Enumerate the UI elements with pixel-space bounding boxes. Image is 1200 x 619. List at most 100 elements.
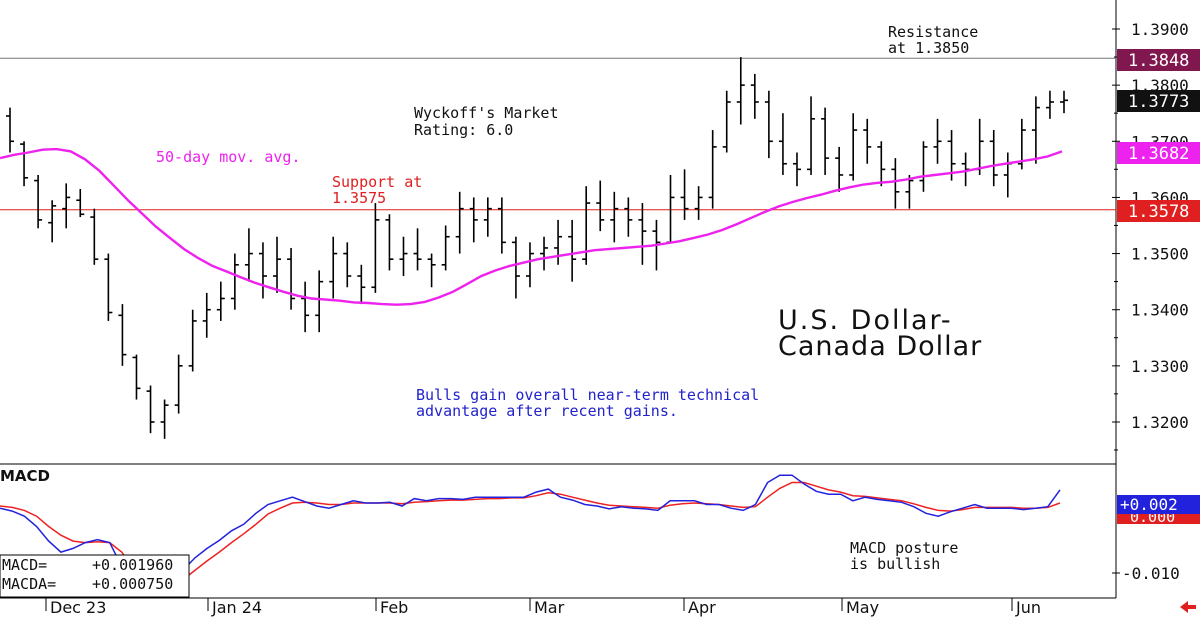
price-bar <box>244 228 253 282</box>
price-bar <box>849 113 858 181</box>
macd-panel-title: MACD <box>0 467 50 485</box>
price-bar <box>174 354 183 414</box>
price-bar <box>188 309 197 372</box>
price-bar <box>104 253 113 321</box>
level-lines <box>0 57 1116 211</box>
price-bars <box>6 57 1068 439</box>
price-bar <box>287 247 296 310</box>
price-bar <box>258 242 267 299</box>
time-axis: Dec 23 Jan 24 Feb Mar Apr May Jun <box>45 598 1041 617</box>
price-bar <box>357 264 366 305</box>
price-tick-label: 1.3400 <box>1131 301 1189 320</box>
macd-axis-tick-label: -0.010 <box>1122 564 1180 583</box>
price-bar <box>273 236 282 293</box>
scroll-left-icon[interactable] <box>1180 601 1196 613</box>
price-bar <box>610 191 619 243</box>
price-bar <box>905 174 914 209</box>
price-bar <box>146 385 155 434</box>
price-bar <box>1031 96 1040 164</box>
price-bar <box>624 197 633 237</box>
price-bar <box>216 281 225 321</box>
time-tick-label: Apr <box>688 598 716 617</box>
ma-label: 50-day mov. avg. <box>156 148 301 166</box>
price-bar <box>20 141 29 187</box>
price-bar <box>877 141 886 187</box>
price-bar <box>736 57 745 125</box>
support-label-line2: 1.3575 <box>332 189 386 207</box>
last-price-tag-text: 1.3773 <box>1128 92 1189 112</box>
price-bar <box>891 158 900 209</box>
rating-line2: Rating: 6.0 <box>414 121 513 139</box>
price-bar <box>596 180 605 232</box>
price-bar <box>638 203 647 265</box>
macd-readout-label: MACD= <box>2 556 47 574</box>
price-bar <box>413 228 422 271</box>
resistance-tag-text: 1.3848 <box>1128 51 1189 71</box>
comment-line2: advantage after recent gains. <box>416 402 678 420</box>
price-tick-label: 1.3500 <box>1131 245 1189 264</box>
time-tick-label: Dec 23 <box>50 598 106 617</box>
ma-tag <box>1117 142 1200 164</box>
price-bar <box>483 197 492 237</box>
price-axis-ticks: 1.39001.38001.37001.36001.35001.34001.33… <box>1112 20 1189 451</box>
price-bar <box>160 399 169 439</box>
price-bar <box>455 191 464 254</box>
price-bar <box>1045 90 1054 119</box>
macd-readout-value: +0.001960 <box>92 556 173 574</box>
price-bar <box>6 107 14 153</box>
price-bar <box>722 90 731 153</box>
price-bar <box>343 242 352 288</box>
price-bar <box>427 253 436 288</box>
time-tick-label: Jun <box>1015 598 1041 617</box>
macda-readout-label: MACDA= <box>2 575 56 593</box>
comment-line1: Bulls gain overall near-term technical <box>416 386 759 404</box>
price-bar <box>708 130 717 209</box>
chart-title-line1: U.S. Dollar- <box>778 305 953 336</box>
price-bar <box>118 304 127 366</box>
price-bar <box>792 152 801 187</box>
price-bar <box>807 96 816 175</box>
time-tick-label: May <box>846 598 879 617</box>
support-tag-text: 1.3578 <box>1128 202 1189 222</box>
support-tag <box>1117 200 1200 222</box>
price-bar <box>554 219 563 265</box>
price-bar <box>933 118 942 164</box>
support-label-line1: Support at <box>332 173 422 191</box>
price-bar <box>469 197 478 243</box>
price-tick-label: 1.3300 <box>1131 357 1189 376</box>
price-bar <box>230 253 239 310</box>
price-bar <box>1003 152 1012 198</box>
price-bar <box>919 141 928 192</box>
price-bar <box>202 292 211 338</box>
price-bar <box>694 186 703 220</box>
price-tick-label: 1.3900 <box>1131 20 1189 39</box>
price-bar <box>371 203 380 293</box>
price-bar <box>62 183 71 229</box>
time-tick-label: Mar <box>534 598 565 617</box>
resistance-label-line2: at 1.3850 <box>888 39 969 57</box>
price-bar <box>750 73 759 119</box>
price-bar <box>568 219 577 282</box>
price-bar <box>863 118 872 164</box>
macd-annotation-line1: MACD posture <box>850 539 958 557</box>
macd-annotation-line2: is bullish <box>850 555 940 573</box>
price-bar <box>497 197 506 254</box>
price-bar <box>76 189 85 218</box>
price-tick-label: 1.3200 <box>1131 413 1189 432</box>
chart-title-line2: Canada Dollar <box>778 331 982 362</box>
time-tick-label: Jan 24 <box>211 598 262 617</box>
ma-50-line <box>0 147 1063 306</box>
price-bar <box>666 174 675 244</box>
price-bar <box>989 130 998 187</box>
last-price-tag <box>1117 90 1200 112</box>
price-bar <box>1060 90 1068 114</box>
resistance-label-line1: Resistance <box>888 23 978 41</box>
price-bar <box>511 236 520 299</box>
price-bar <box>34 174 43 229</box>
price-bar <box>329 236 338 299</box>
price-bar <box>441 225 450 271</box>
ma-tag-text: 1.3682 <box>1128 144 1189 164</box>
price-bar <box>764 90 773 159</box>
macd-tag <box>1117 495 1200 514</box>
